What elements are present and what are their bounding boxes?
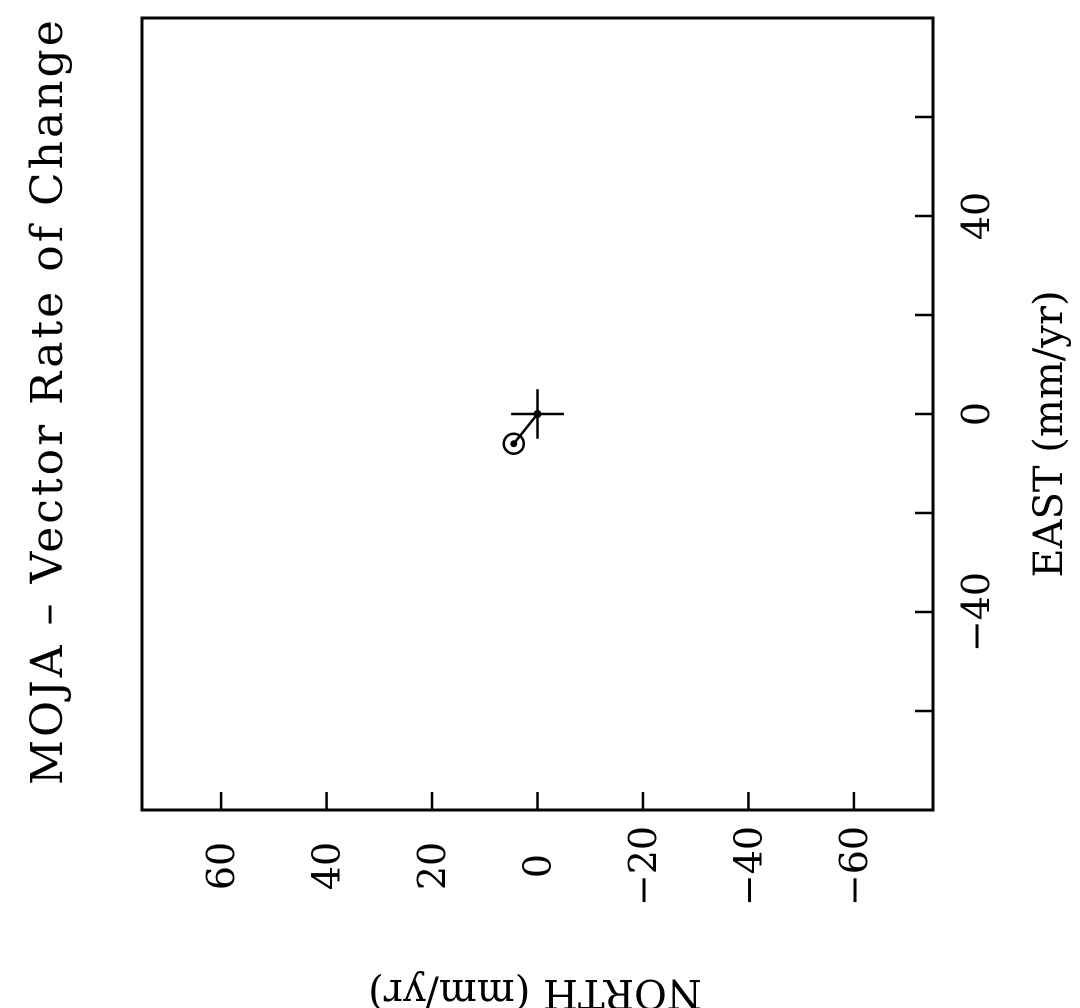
east-axis-label: EAST (mm/yr) [1026,290,1072,577]
north-tick-label: −60 [832,826,876,906]
vector-line [512,413,539,445]
east-axis-ticks: −40 0 40 [915,115,998,713]
north-axis-ticks: 60 40 20 0 −20 −40 −60 [199,792,876,906]
east-tick-label: 40 [954,192,998,240]
north-tick-label: −40 [726,826,770,906]
east-tick-label: 0 [954,402,998,426]
north-tick-label: 40 [305,842,349,890]
east-tick-label: −40 [954,572,998,652]
vector-tip-point [510,440,518,448]
north-tick-label: 20 [410,842,454,890]
vector-origin-point [533,410,542,418]
north-tick-label: −20 [621,826,665,906]
vector-tip-ring [502,432,526,455]
north-tick-label: 0 [516,854,560,878]
north-tick-label: 60 [199,842,243,890]
chart-title: MOJA – Vector Rate of Change [22,17,73,785]
vector-marks [502,389,564,455]
north-axis-label: NORTH (mm/yr) [368,970,702,1008]
